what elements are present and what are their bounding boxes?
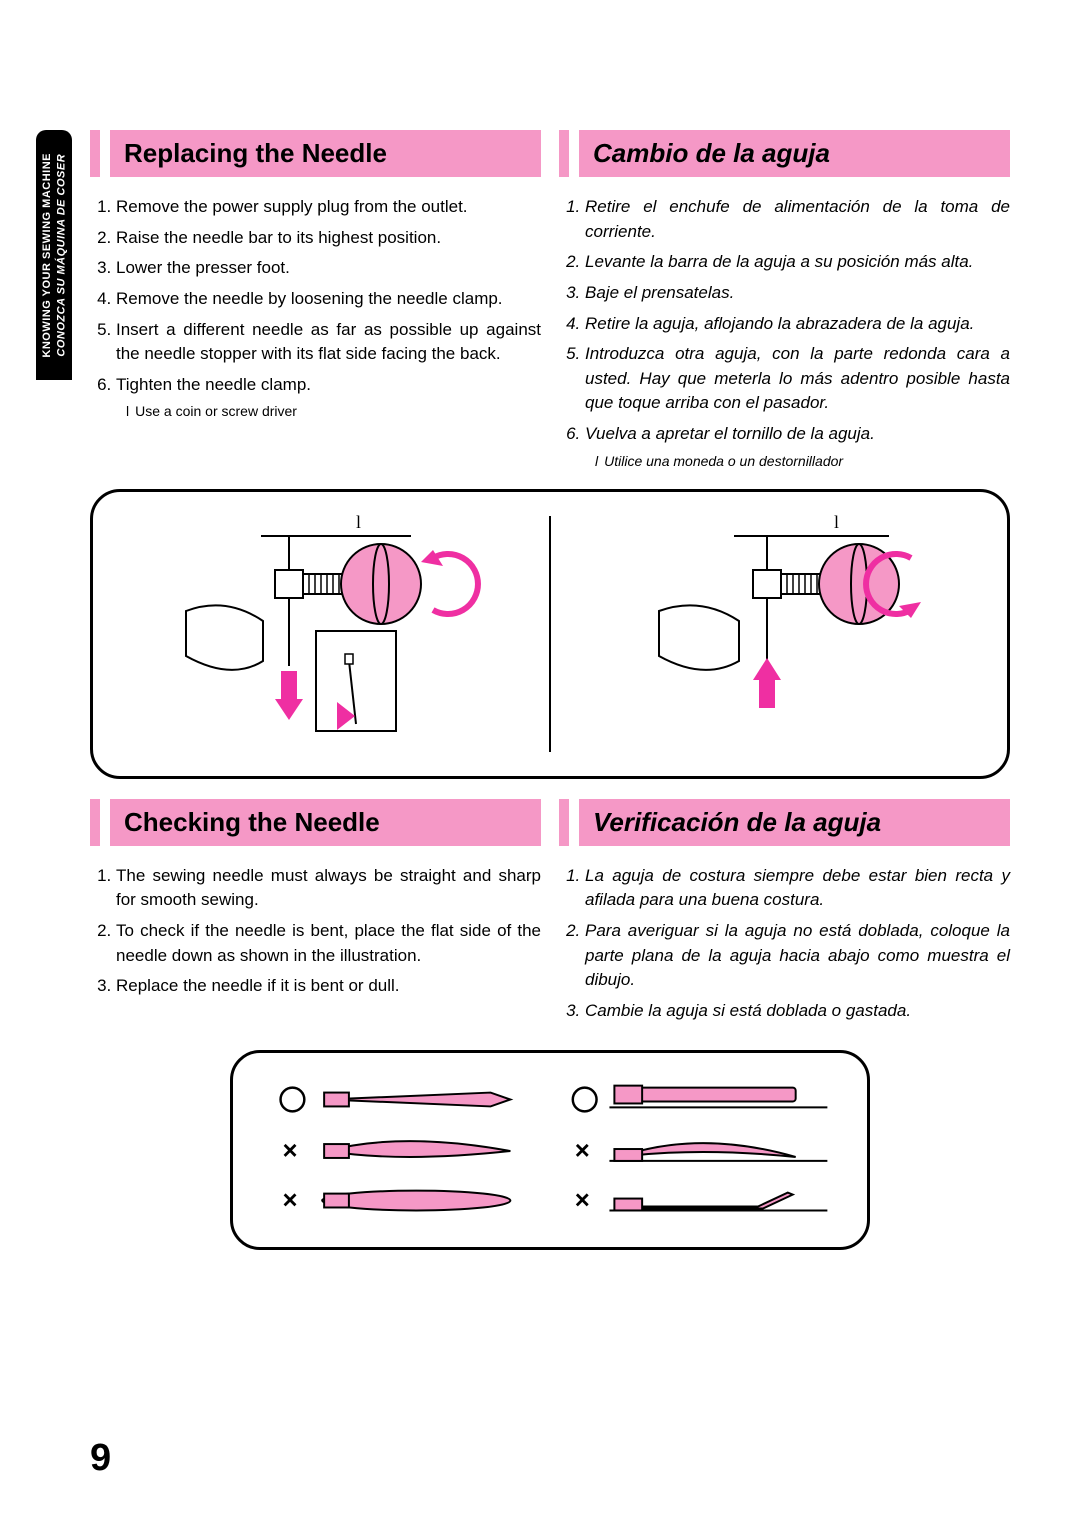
- heading-replacing-en: Replacing the Needle: [110, 130, 541, 177]
- svg-text:×: ×: [283, 1186, 298, 1214]
- heading-wrap-en2: Checking the Needle: [90, 799, 541, 846]
- heading-wrap-en: Replacing the Needle: [90, 130, 541, 177]
- chapter-tab: KNOWING YOUR SEWING MACHINE CONOZCA SU M…: [36, 130, 72, 380]
- subnote-label: l: [595, 453, 598, 469]
- step: Remove the needle by loosening the needl…: [116, 287, 541, 312]
- callout-label: l: [834, 512, 839, 532]
- diagram-insert-needle: l: [551, 506, 1007, 762]
- col-english: Checking the Needle The sewing needle mu…: [90, 799, 541, 1030]
- step: Vuelva a apretar el tornillo de la aguja…: [585, 422, 1010, 447]
- heading-replacing-es: Cambio de la aguja: [579, 130, 1010, 177]
- page-number: 9: [90, 1437, 111, 1480]
- heading-checking-es: Verificación de la aguja: [579, 799, 1010, 846]
- diagram-needle-check: × × × ×: [230, 1050, 870, 1250]
- step: Levante la barra de la aguja a su posici…: [585, 250, 1010, 275]
- diagram-remove-needle: l: [93, 506, 549, 762]
- heading-wrap-es: Cambio de la aguja: [559, 130, 1010, 177]
- section-checking-needle: Checking the Needle The sewing needle mu…: [90, 799, 1010, 1030]
- subnote-label: l: [126, 403, 129, 419]
- diagram-needle-clamp: l: [90, 489, 1010, 779]
- page-content: Replacing the Needle Remove the power su…: [90, 130, 1010, 1270]
- step: Raise the needle bar to its highest posi…: [116, 226, 541, 251]
- tab-line-es: CONOZCA SU MÁQUINA DE COSER: [55, 154, 67, 357]
- col-spanish: Cambio de la aguja Retire el enchufe de …: [559, 130, 1010, 469]
- steps-checking-en: The sewing needle must always be straigh…: [90, 864, 541, 999]
- diagram-needle-check-svg: × × × ×: [233, 1067, 867, 1237]
- svg-text:×: ×: [575, 1137, 590, 1165]
- step: Lower the presser foot.: [116, 256, 541, 281]
- steps-checking-es: La aguja de costura siempre debe estar b…: [559, 864, 1010, 1024]
- chapter-tab-text: KNOWING YOUR SEWING MACHINE CONOZCA SU M…: [40, 153, 69, 358]
- heading-accent-bar: [559, 130, 569, 177]
- tab-line-en: KNOWING YOUR SEWING MACHINE: [41, 153, 53, 358]
- heading-wrap-es2: Verificación de la aguja: [559, 799, 1010, 846]
- step: Remove the power supply plug from the ou…: [116, 195, 541, 220]
- step: Retire el enchufe de alimentación de la …: [585, 195, 1010, 244]
- diagram-insert-svg: l: [589, 506, 969, 766]
- diagram-remove-svg: l: [131, 506, 511, 766]
- step: To check if the needle is bent, place th…: [116, 919, 541, 968]
- step: Cambie la aguja si está doblada o gastad…: [585, 999, 1010, 1024]
- step: Tighten the needle clamp.: [116, 373, 541, 398]
- subnote-text: Use a coin or screw driver: [135, 403, 297, 419]
- step: Para averiguar si la aguja no está dobla…: [585, 919, 1010, 993]
- heading-checking-en: Checking the Needle: [110, 799, 541, 846]
- step: Introduzca otra aguja, con la parte redo…: [585, 342, 1010, 416]
- step: The sewing needle must always be straigh…: [116, 864, 541, 913]
- heading-accent-bar: [559, 799, 569, 846]
- step: Replace the needle if it is bent or dull…: [116, 974, 541, 999]
- step: La aguja de costura siempre debe estar b…: [585, 864, 1010, 913]
- svg-text:×: ×: [283, 1137, 298, 1165]
- heading-accent-bar: [90, 130, 100, 177]
- step: Baje el prensatelas.: [585, 281, 1010, 306]
- step: Retire la aguja, aflojando la abrazadera…: [585, 312, 1010, 337]
- subnote-es: l Utilice una moneda o un destornillador: [559, 453, 1010, 469]
- col-spanish: Verificación de la aguja La aguja de cos…: [559, 799, 1010, 1030]
- step: Insert a different needle as far as poss…: [116, 318, 541, 367]
- subnote-text: Utilice una moneda o un destornillador: [604, 453, 843, 469]
- subnote-en: l Use a coin or screw driver: [90, 403, 541, 419]
- svg-text:×: ×: [575, 1186, 590, 1214]
- steps-replacing-en: Remove the power supply plug from the ou…: [90, 195, 541, 397]
- steps-replacing-es: Retire el enchufe de alimentación de la …: [559, 195, 1010, 447]
- callout-label: l: [356, 512, 361, 532]
- section-replacing-needle: Replacing the Needle Remove the power su…: [90, 130, 1010, 469]
- heading-accent-bar: [90, 799, 100, 846]
- col-english: Replacing the Needle Remove the power su…: [90, 130, 541, 469]
